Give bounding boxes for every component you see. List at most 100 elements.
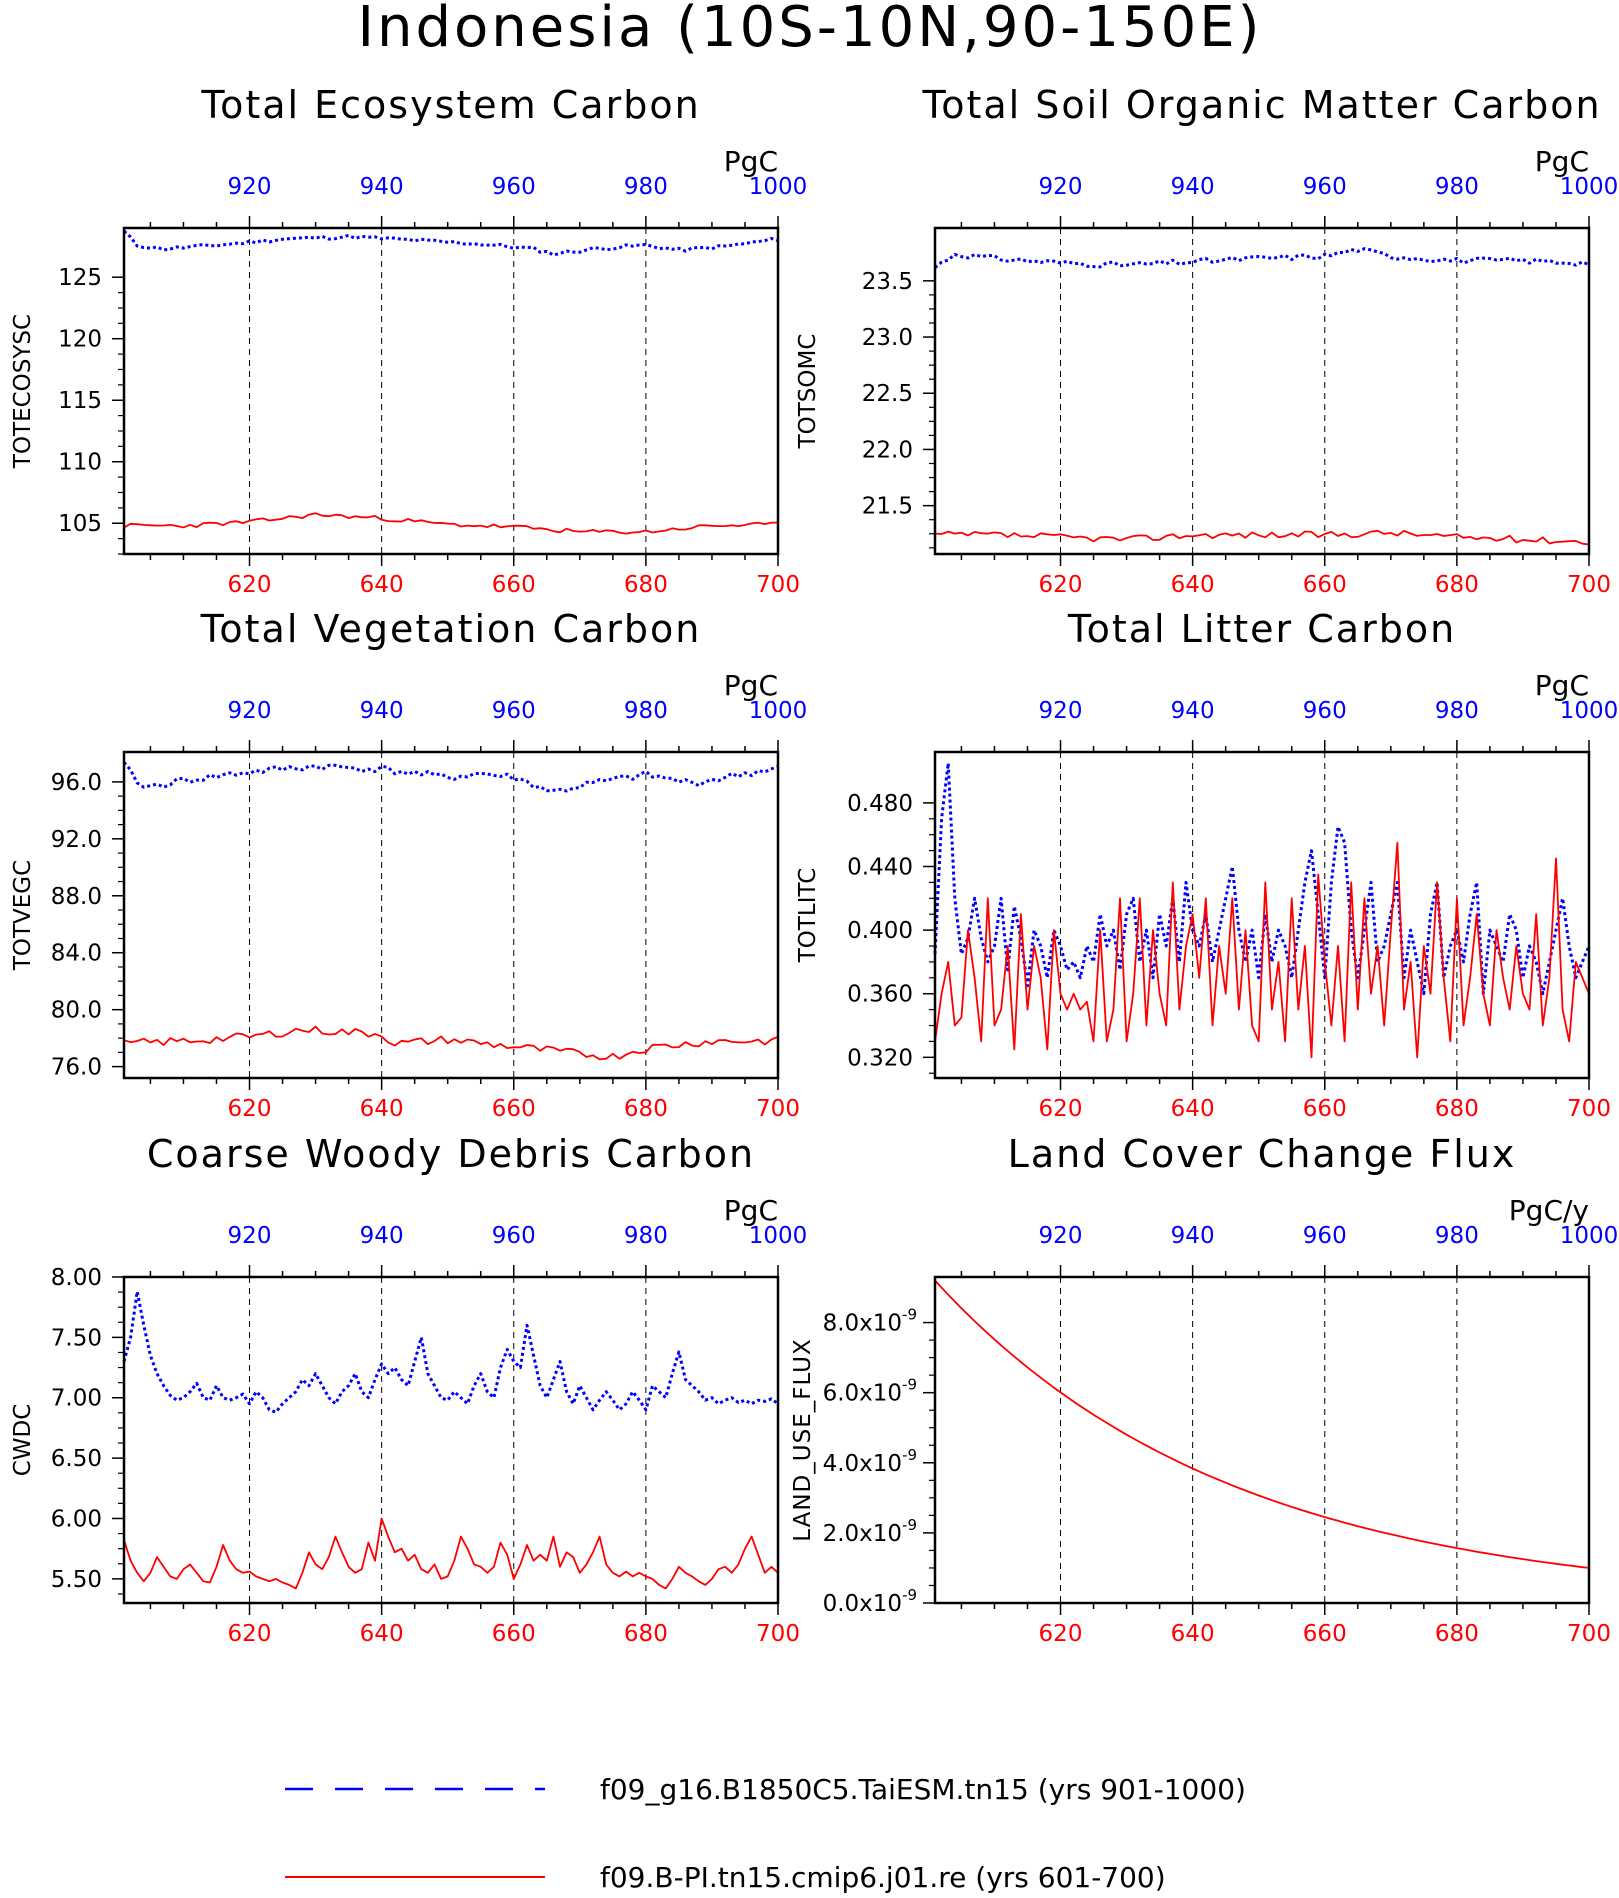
panel-title: Total Ecosystem Carbon (200, 83, 700, 127)
y-tick-label: 23.0 (862, 325, 913, 351)
x-tick-label-bottom: 680 (624, 572, 668, 598)
x-tick-label-bottom: 700 (756, 572, 800, 598)
x-tick-label-bottom: 640 (360, 1096, 404, 1122)
x-tick-label-top: 920 (228, 698, 272, 724)
y-tick-label: 110 (58, 450, 102, 476)
y-axis-label: TOTLITC (795, 868, 821, 964)
x-tick-label-bottom: 660 (492, 572, 536, 598)
x-tick-label-bottom: 700 (1567, 572, 1611, 598)
figure: Indonesia (10S-10N,90-150E) f09_g16.B185… (0, 0, 1619, 1898)
chart-panel-5: Coarse Woody Debris Carbon PgC 620 640 660 68… (10, 1132, 807, 1647)
chart-panel-6: Land Cover Change FluxPgC/y620 640 660 680 7… (790, 1132, 1618, 1647)
x-tick-label-top: 960 (1303, 698, 1347, 724)
x-tick-label-bottom: 700 (1567, 1096, 1611, 1122)
x-tick-label-top: 940 (360, 1223, 404, 1249)
series-line-red (935, 531, 1589, 545)
x-tick-label-bottom: 680 (1435, 1096, 1479, 1122)
x-tick-label-bottom: 680 (1435, 1621, 1479, 1647)
legend-label-blue: f09_g16.B1850C5.TaiESM.tn15 (yrs 901-100… (600, 1773, 1246, 1806)
x-tick-label-top: 940 (360, 698, 404, 724)
y-tick-label: 7.50 (51, 1325, 102, 1351)
y-tick-label: 23.5 (862, 269, 913, 295)
x-tick-label-top: 920 (228, 174, 272, 200)
x-tick-label-top: 1000 (1560, 174, 1619, 200)
panel-title: Total Soil Organic Matter Carbon (921, 83, 1601, 127)
x-tick-label-top: 1000 (1560, 1223, 1619, 1249)
x-tick-label-top: 1000 (749, 1223, 808, 1249)
series-line-red (124, 1519, 778, 1589)
x-tick-label-top: 940 (360, 174, 404, 200)
y-tick-exponent: -9 (902, 1306, 917, 1324)
y-tick-label: 4.0x10-9 (823, 1446, 917, 1477)
series-line-red (124, 1027, 778, 1060)
x-tick-label-top: 960 (1303, 1223, 1347, 1249)
x-tick-label-bottom: 700 (756, 1621, 800, 1647)
x-tick-label-bottom: 640 (1171, 1096, 1215, 1122)
x-tick-label-top: 980 (1435, 698, 1479, 724)
x-tick-label-top: 980 (624, 698, 668, 724)
x-tick-label-top: 920 (1039, 174, 1083, 200)
figure-title: Indonesia (10S-10N,90-150E) (357, 0, 1262, 60)
series-line-blue (124, 762, 778, 791)
x-tick-label-top: 1000 (749, 698, 808, 724)
series-line-red (935, 1281, 1589, 1568)
y-tick-label: 8.0x10-9 (823, 1306, 917, 1337)
y-tick-label: 84.0 (51, 941, 102, 967)
y-tick-label: 5.50 (51, 1567, 102, 1593)
x-tick-label-bottom: 620 (228, 1621, 272, 1647)
x-tick-label-top: 980 (1435, 1223, 1479, 1249)
panel-title: Total Vegetation Carbon (200, 607, 702, 651)
x-tick-label-bottom: 660 (1303, 1621, 1347, 1647)
chart-panel-4: Total Litter Carbon PgC 620 640 660 680 700 920… (795, 607, 1618, 1122)
y-tick-label: 2.0x10-9 (823, 1516, 917, 1547)
x-tick-label-top: 980 (1435, 174, 1479, 200)
chart-panel-2: Total Soil Organic Matter Carbon PgC 620 64… (795, 83, 1618, 598)
y-tick-label: 0.320 (847, 1045, 913, 1071)
series-line-blue (935, 249, 1589, 268)
series-line-red (935, 843, 1589, 1058)
x-tick-label-bottom: 680 (624, 1096, 668, 1122)
legend-label-red: f09.B-PI.tn15.cmip6.j01.re (yrs 601-700) (600, 1861, 1166, 1894)
y-tick-label: 8.00 (51, 1265, 102, 1291)
y-tick-label: 96.0 (51, 770, 102, 796)
series-line-blue (124, 231, 778, 255)
x-tick-label-bottom: 680 (624, 1621, 668, 1647)
y-tick-mantissa: 0.0x10 (823, 1591, 902, 1617)
x-tick-label-bottom: 620 (1039, 1096, 1083, 1122)
x-tick-label-bottom: 680 (1435, 572, 1479, 598)
y-tick-label: 92.0 (51, 827, 102, 853)
y-tick-label: 80.0 (51, 998, 102, 1024)
y-tick-label: 22.0 (862, 437, 913, 463)
y-tick-mantissa: 8.0x10 (823, 1311, 902, 1337)
y-tick-exponent: -9 (902, 1586, 917, 1604)
plot-frame (124, 1277, 778, 1603)
plot-frame (124, 752, 778, 1078)
x-tick-label-top: 960 (492, 698, 536, 724)
y-tick-label: 0.440 (847, 854, 913, 880)
x-tick-label-top: 1000 (749, 174, 808, 200)
x-tick-label-top: 920 (228, 1223, 272, 1249)
y-axis-label: LAND_USE_FLUX (790, 1338, 816, 1541)
plot-frame (935, 752, 1589, 1078)
y-tick-label: 0.360 (847, 982, 913, 1008)
panel-title: Coarse Woody Debris Carbon (147, 1132, 755, 1176)
y-tick-exponent: -9 (902, 1446, 917, 1464)
panel-title: Total Litter Carbon (1067, 607, 1456, 651)
y-axis-label: CWDC (10, 1404, 36, 1477)
x-tick-label-bottom: 660 (492, 1096, 536, 1122)
y-tick-label: 125 (58, 265, 102, 291)
x-tick-label-top: 940 (1171, 698, 1215, 724)
series-line-red (124, 513, 778, 533)
x-tick-label-top: 980 (624, 174, 668, 200)
x-tick-label-bottom: 640 (360, 572, 404, 598)
x-tick-label-bottom: 700 (1567, 1621, 1611, 1647)
y-tick-label: 76.0 (51, 1055, 102, 1081)
y-tick-mantissa: 6.0x10 (823, 1381, 902, 1407)
x-tick-label-top: 940 (1171, 1223, 1215, 1249)
y-tick-label: 6.00 (51, 1506, 102, 1532)
y-tick-label: 0.0x10-9 (823, 1586, 917, 1617)
y-axis-label: TOTECOSYSC (10, 314, 36, 469)
y-tick-label: 88.0 (51, 884, 102, 910)
y-tick-mantissa: 2.0x10 (823, 1521, 902, 1547)
y-tick-label: 6.50 (51, 1446, 102, 1472)
